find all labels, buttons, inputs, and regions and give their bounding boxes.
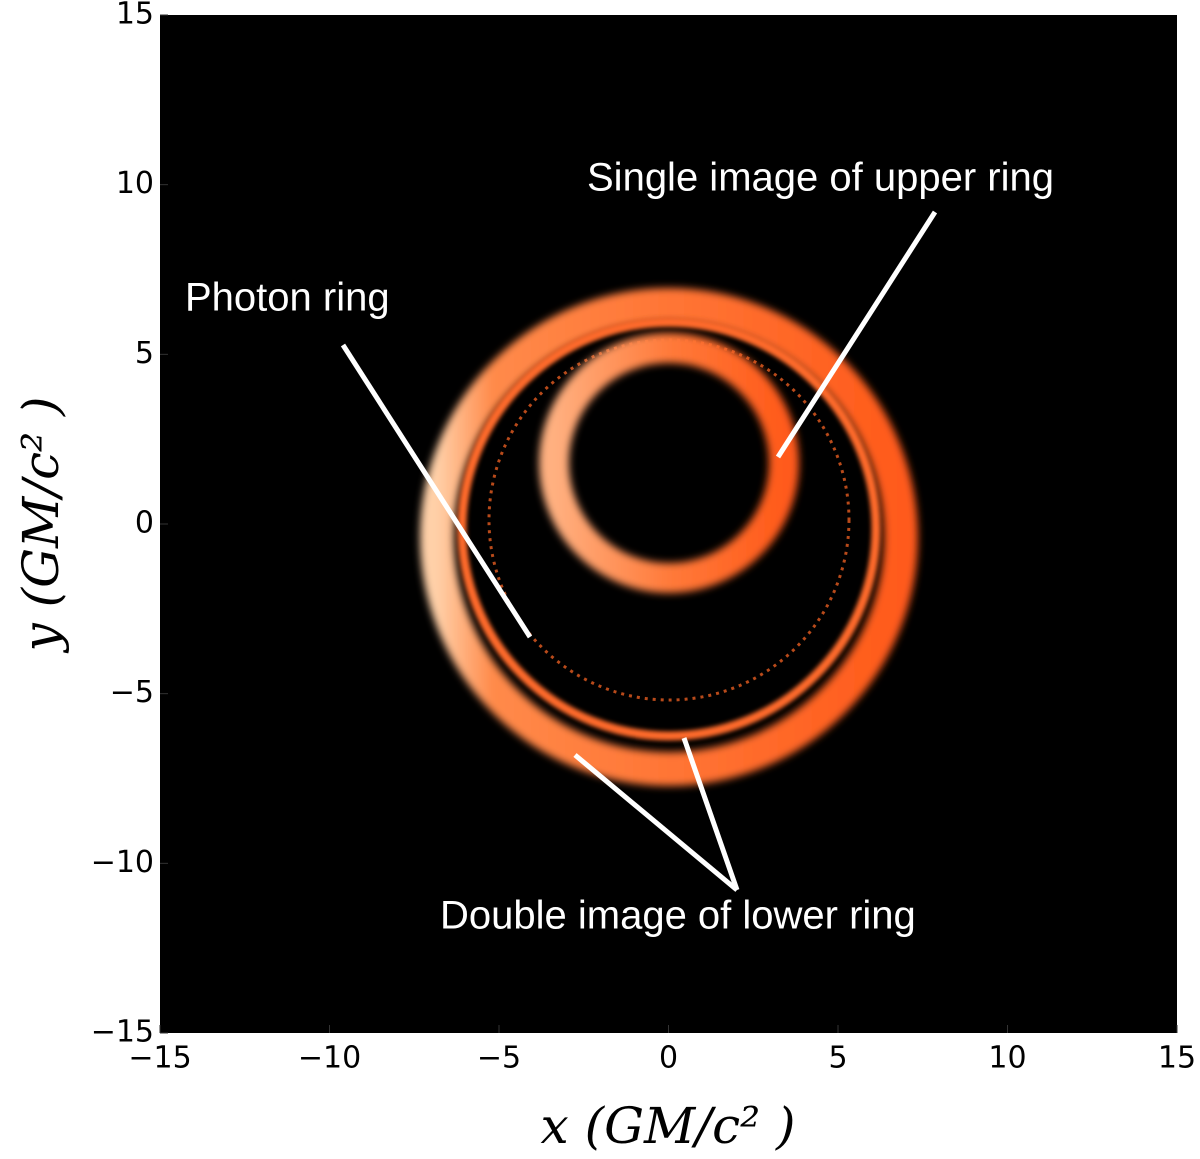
x-tick-label: −15 xyxy=(128,1041,191,1076)
annotation: Single image of upper ring xyxy=(587,156,1054,200)
y-axis-label: y (GM/c² ) xyxy=(12,396,70,653)
y-tick-label: −5 xyxy=(110,675,154,710)
annotation: Photon ring xyxy=(185,276,390,320)
y-tick-label: 5 xyxy=(135,336,154,371)
x-tick-label: −10 xyxy=(298,1041,361,1076)
x-axis-label: x (GM/c² ) xyxy=(540,1097,795,1155)
annotation-arrows xyxy=(340,210,938,892)
y-tick-label: 10 xyxy=(116,166,154,201)
y-tick-label: 15 xyxy=(116,0,154,32)
y-tick-label: −10 xyxy=(91,845,154,880)
y-tick-label: 0 xyxy=(135,506,154,541)
x-tick-label: 5 xyxy=(828,1041,847,1076)
x-tick-label: 15 xyxy=(1158,1041,1196,1076)
x-tick-label: 10 xyxy=(988,1041,1026,1076)
y-tick-label: −15 xyxy=(91,1015,154,1050)
x-tick-label: −5 xyxy=(477,1041,521,1076)
annotation: Double image of lower ring xyxy=(440,894,916,938)
x-tick-label: 0 xyxy=(659,1041,678,1076)
plot-area xyxy=(160,15,1177,1033)
